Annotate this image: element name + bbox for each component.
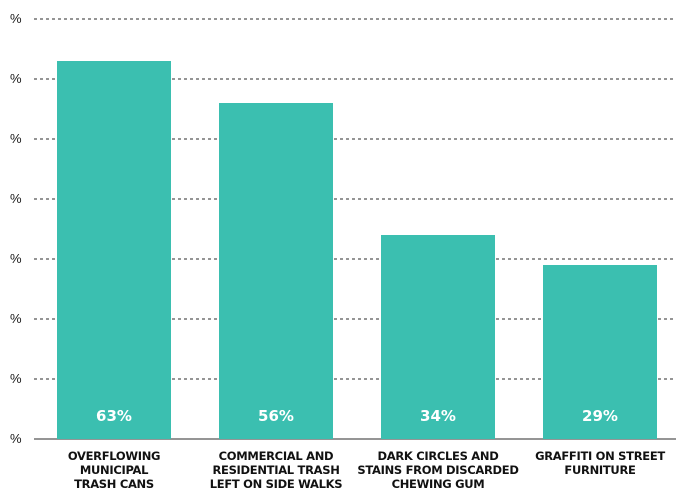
x-tick-label: COMMERCIAL AND [219,449,334,463]
x-tick-label: GRAFFITI ON STREET [535,449,665,463]
bars-layer [57,61,657,439]
x-tick-label: MUNICIPAL [80,463,149,477]
y-tick-label: % [10,251,22,266]
bar-value-label: 29% [582,407,618,425]
y-tick-label: % [10,431,22,446]
x-tick-label: RESIDENTIAL TRASH [212,463,339,477]
x-tick-label: DARK CIRCLES AND [378,449,499,463]
x-tick-label: CHEWING GUM [392,477,485,491]
y-tick-label: % [10,371,22,386]
y-tick-label: % [10,311,22,326]
bar [543,265,657,439]
x-tick-label: STAINS FROM DISCARDED [357,463,518,477]
x-tick-label: TRASH CANS [74,477,154,491]
bar [219,103,333,439]
bar [57,61,171,439]
bar-value-label: 63% [96,407,132,425]
x-tick-label: LEFT ON SIDE WALKS [210,477,342,491]
bar-value-label: 34% [420,407,456,425]
y-tick-label: % [10,191,22,206]
y-tick-label: % [10,71,22,86]
y-tick-label: % [10,11,22,26]
x-tick-label: OVERFLOWING [68,449,160,463]
y-tick-label: % [10,131,22,146]
bar [381,235,495,439]
bar-value-label: 56% [258,407,294,425]
x-tick-label: FURNITURE [564,463,636,477]
